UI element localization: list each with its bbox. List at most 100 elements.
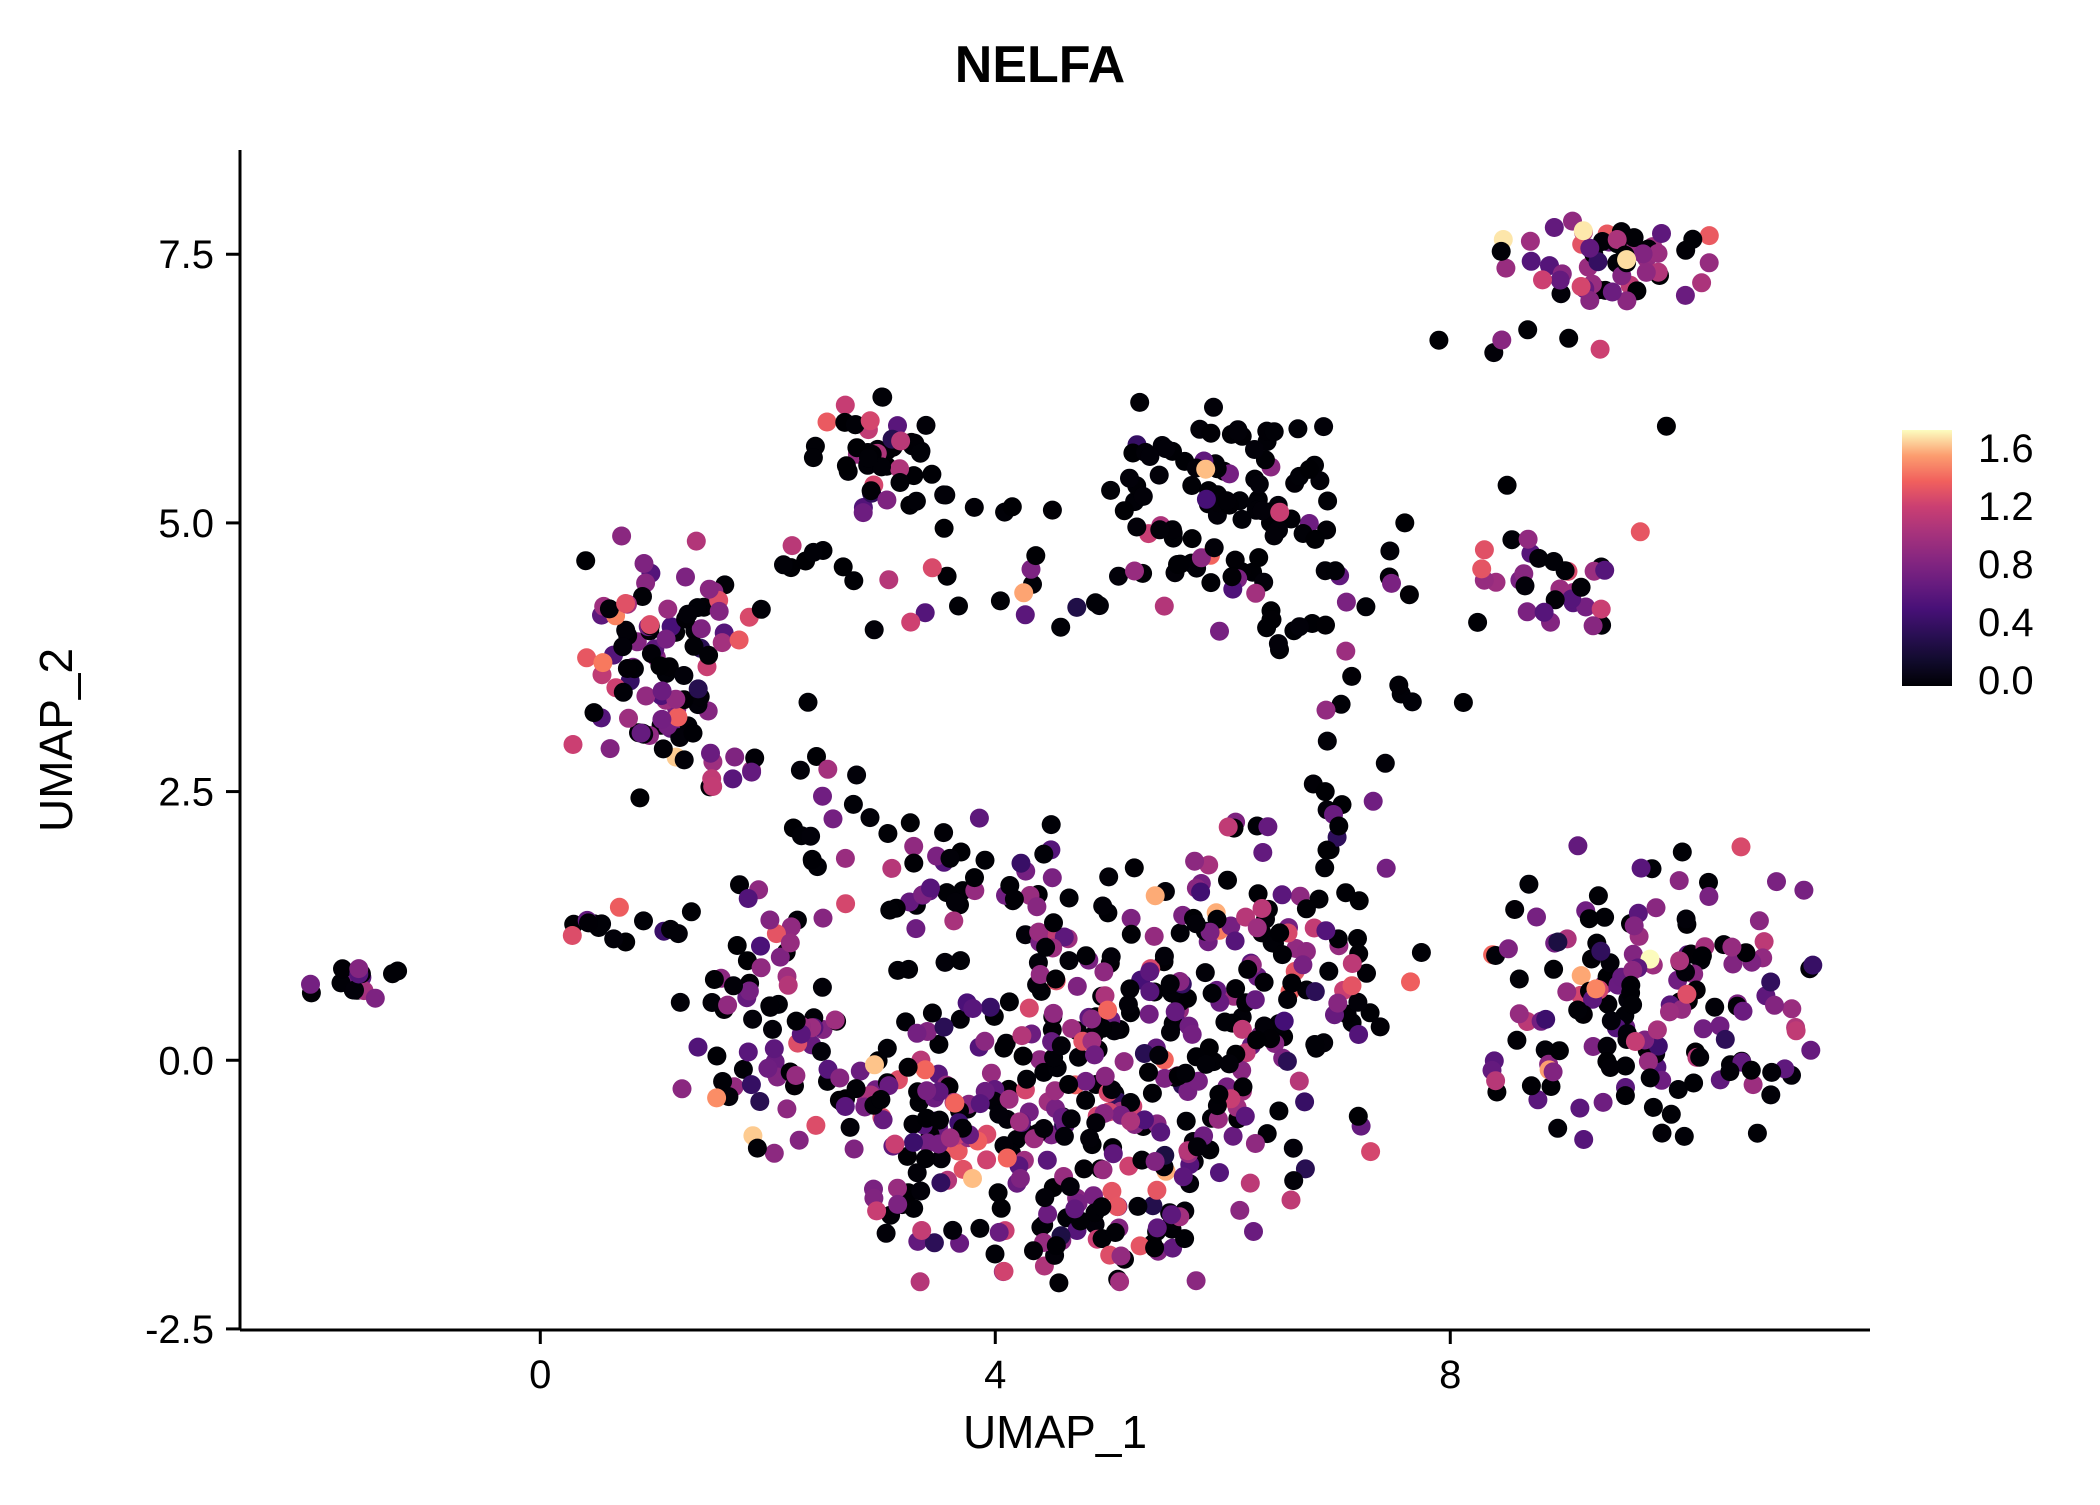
data-point (1111, 1246, 1131, 1266)
data-point (1690, 1047, 1710, 1067)
data-point (945, 1093, 965, 1113)
data-point (1630, 522, 1650, 542)
data-point (1244, 1222, 1263, 1241)
data-point (613, 682, 633, 702)
data-point (853, 503, 873, 523)
data-point (981, 1063, 1001, 1083)
data-point (1325, 561, 1345, 581)
data-point (860, 808, 880, 828)
x-axis-ticks: 0 4 8 (529, 1330, 1461, 1397)
data-point (1607, 230, 1627, 249)
data-point (1085, 1045, 1104, 1065)
data-point (1076, 1090, 1096, 1110)
data-point (600, 739, 620, 759)
data-point (604, 929, 624, 949)
data-point (911, 1181, 931, 1201)
data-point (1595, 907, 1615, 927)
data-point (1059, 888, 1079, 908)
data-point (931, 1149, 951, 1169)
data-point (1498, 939, 1518, 959)
data-point (823, 809, 843, 829)
data-point (674, 666, 694, 685)
data-point (1186, 914, 1206, 934)
data-point (985, 1244, 1005, 1264)
data-point (1222, 567, 1242, 587)
data-point (1086, 593, 1105, 613)
data-point (1218, 817, 1238, 837)
data-point (1274, 1011, 1294, 1031)
data-point (890, 473, 910, 492)
data-point (1268, 634, 1288, 654)
data-point (977, 1150, 997, 1170)
data-point (1505, 900, 1525, 919)
data-point (599, 599, 619, 619)
data-point (813, 786, 832, 806)
data-point (1329, 816, 1349, 836)
data-point (790, 760, 810, 780)
data-point (1092, 1197, 1112, 1217)
data-point (1080, 1128, 1100, 1148)
data-point (1598, 994, 1618, 1014)
data-point (1401, 972, 1420, 992)
data-point (747, 1138, 767, 1158)
data-point (1684, 1073, 1704, 1093)
data-point (1095, 1066, 1115, 1086)
data-point (1429, 330, 1449, 350)
data-point (770, 947, 790, 967)
data-point (333, 959, 352, 979)
data-point (1497, 475, 1517, 495)
data-point (1580, 238, 1600, 258)
data-point (743, 1009, 763, 1029)
data-point (991, 1198, 1011, 1218)
data-point (661, 919, 680, 939)
data-point (1101, 480, 1121, 500)
data-point (989, 1222, 1009, 1242)
data-point (1162, 1205, 1182, 1225)
data-point (751, 936, 770, 956)
data-point (1533, 270, 1552, 290)
data-point (1588, 886, 1608, 906)
data-point (707, 1088, 727, 1108)
data-point (1518, 529, 1538, 549)
data-point (738, 1042, 758, 1062)
data-point (676, 567, 695, 587)
data-point (1151, 1122, 1171, 1142)
y-tick-label: 2.5 (158, 771, 214, 815)
data-point (674, 750, 694, 770)
data-point (1037, 1150, 1057, 1170)
points-layer (301, 211, 1823, 1293)
data-point (1617, 250, 1637, 270)
data-point (988, 1183, 1008, 1203)
data-point (1468, 612, 1488, 632)
data-point (1128, 1196, 1148, 1216)
data-point (951, 951, 970, 971)
data-point (1319, 961, 1339, 981)
data-point (1269, 1101, 1289, 1121)
data-point (1705, 997, 1725, 1017)
data-point (878, 824, 898, 843)
data-point (1140, 982, 1160, 1002)
data-point (1114, 501, 1134, 521)
data-point (865, 1055, 884, 1075)
data-point (1669, 871, 1689, 891)
data-point (1105, 1223, 1125, 1242)
data-point (1035, 1188, 1055, 1208)
data-point (944, 911, 964, 931)
data-point (906, 919, 926, 939)
data-point (1529, 548, 1549, 568)
data-point (1472, 559, 1492, 579)
data-point (584, 703, 604, 723)
data-point (965, 868, 984, 888)
data-point (811, 1042, 831, 1061)
data-point (1139, 1062, 1158, 1082)
data-point (1557, 982, 1577, 1002)
data-point (1120, 979, 1140, 999)
data-point (1002, 497, 1022, 517)
data-point (1288, 419, 1308, 439)
data-point (1743, 1075, 1763, 1095)
data-point (1733, 1001, 1753, 1021)
data-point (1600, 1058, 1620, 1077)
data-point (1217, 491, 1237, 511)
data-point (999, 992, 1019, 1012)
data-point (970, 1094, 990, 1114)
